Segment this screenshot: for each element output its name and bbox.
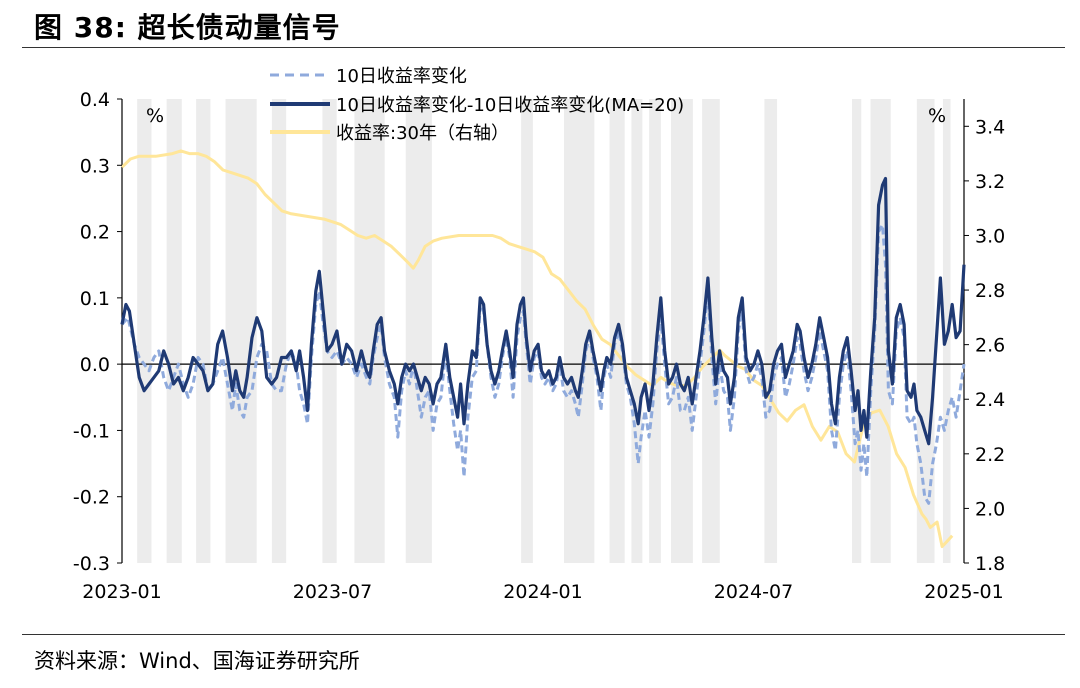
left-tick-label-3: 0.1 [80,288,110,310]
right-unit-label: % [928,105,946,127]
x-tick-label-1: 2023-07 [293,581,372,603]
right-tick-label-0: 3.4 [975,116,1005,138]
source-rule [22,634,1065,635]
shaded-periods [137,99,951,563]
left-tick-label-1: 0.3 [80,155,110,177]
shaded-period-11 [631,99,643,563]
shaded-period-18 [916,99,935,563]
right-tick-label-5: 2.4 [975,389,1005,411]
shaded-period-16 [852,99,862,563]
shaded-period-7 [405,99,432,563]
x-tick-label-4: 2025-01 [924,581,1003,603]
left-tick-label-7: -0.3 [73,553,110,575]
right-tick-label-2: 3.0 [975,225,1005,247]
right-tick-label-6: 2.2 [975,444,1005,466]
shaded-period-2 [196,99,211,563]
left-tick-label-2: 0.2 [80,222,110,244]
series-line-1 [120,176,966,446]
shaded-period-0 [137,99,152,563]
left-tick-label-6: -0.2 [73,487,110,509]
x-tick-label-3: 2024-07 [714,581,793,603]
right-tick-label-1: 3.2 [975,171,1005,193]
left-axis-ticks: 0.4 0.3 0.2 0.1 0.0 -0.1 -0.2 -0.3 [73,89,122,575]
x-tick-label-0: 2023-01 [82,581,161,603]
legend: 10日收益率变化 10日收益率变化-10日收益率变化(MA=20) 收益率:30… [270,66,684,144]
legend-label-1: 10日收益率变化 [336,66,467,87]
figure-title: 图 38: 超长债动量信号 [34,11,341,44]
left-tick-label-0: 0.4 [80,89,110,111]
shaded-period-13 [670,99,693,563]
shaded-period-4 [271,99,287,563]
left-tick-label-5: -0.1 [73,420,110,442]
legend-label-3: 收益率:30年（右轴） [336,123,509,144]
shaded-period-15 [764,99,778,563]
right-tick-label-3: 2.8 [975,280,1005,302]
axes [121,99,965,563]
right-tick-label-7: 2.0 [975,498,1005,520]
right-tick-label-4: 2.6 [975,335,1005,357]
x-tick-label-2: 2024-01 [503,581,582,603]
right-tick-label-8: 1.8 [975,553,1005,575]
shaded-period-5 [322,99,337,563]
x-axis-ticks: 2023-01 2023-07 2024-01 2024-07 2025-01 [82,581,1003,603]
left-tick-label-4: 0.0 [80,354,110,376]
right-axis-ticks: 3.4 3.2 3.0 2.8 2.6 2.4 2.2 2.0 1.8 [964,116,1005,575]
series-line-2 [120,149,954,549]
shaded-period-1 [166,99,182,563]
chart: 0.4 0.3 0.2 0.1 0.0 -0.1 -0.2 -0.3 3.4 3.2 3.0 2.8… [73,66,1005,603]
source-note: 资料来源：Wind、国海证券研究所 [34,649,360,673]
title-rule [22,47,1065,48]
legend-label-2: 10日收益率变化-10日收益率变化(MA=20) [336,95,684,116]
left-unit-label: % [146,105,164,127]
series-lines [120,149,966,549]
shaded-period-12 [649,99,661,563]
